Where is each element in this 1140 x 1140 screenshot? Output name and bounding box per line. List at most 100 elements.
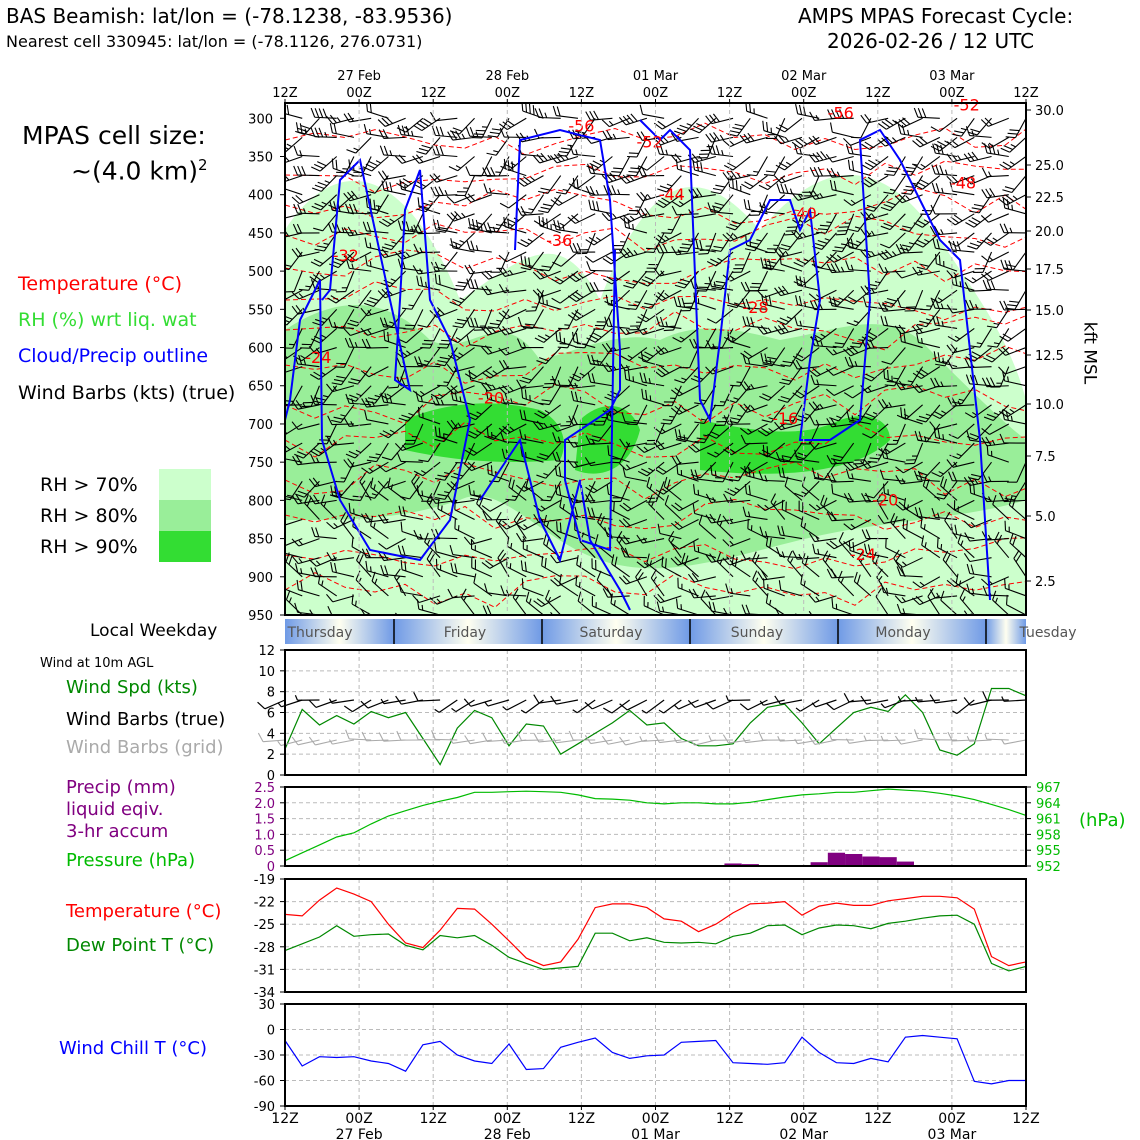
wind-barb bbox=[431, 145, 458, 158]
barb-full bbox=[295, 494, 303, 504]
wind-barb bbox=[295, 117, 320, 136]
wind-barb bbox=[345, 258, 372, 272]
wind-barb bbox=[484, 583, 510, 597]
barb-half bbox=[391, 241, 397, 245]
wind-barb bbox=[404, 423, 424, 445]
barb-half bbox=[562, 225, 565, 231]
barb-full bbox=[553, 153, 562, 163]
barb-staff bbox=[592, 251, 613, 263]
barb-full bbox=[544, 382, 555, 385]
barb-full bbox=[817, 166, 823, 177]
barb-half bbox=[562, 503, 565, 510]
barb-staff bbox=[956, 232, 975, 247]
barb-full bbox=[540, 206, 551, 210]
barb-full bbox=[367, 397, 378, 401]
barb-half bbox=[564, 324, 570, 326]
wind-barb bbox=[285, 366, 303, 375]
barb-full bbox=[380, 564, 385, 575]
barb-full bbox=[536, 456, 547, 461]
wind-barb bbox=[551, 451, 578, 463]
barb-full bbox=[571, 273, 580, 281]
wind-barb bbox=[637, 156, 665, 171]
wind-barb bbox=[454, 518, 475, 540]
barb-full bbox=[362, 221, 368, 232]
wind-barb bbox=[536, 461, 562, 479]
barb-staff bbox=[969, 135, 992, 138]
barb-full bbox=[572, 373, 582, 379]
barb-full bbox=[847, 159, 851, 170]
wind-barb bbox=[516, 338, 544, 349]
barb-half bbox=[401, 444, 407, 450]
barb-staff bbox=[374, 175, 389, 194]
wind-barb bbox=[362, 156, 389, 172]
barb-half bbox=[563, 337, 566, 344]
barb-full bbox=[446, 195, 455, 204]
barb-staff bbox=[285, 187, 303, 196]
barb-half bbox=[557, 380, 561, 386]
barb-full bbox=[334, 562, 337, 573]
barb-full bbox=[532, 155, 541, 164]
barb-staff bbox=[538, 136, 561, 139]
barb-half bbox=[273, 111, 276, 116]
barb-full bbox=[455, 130, 462, 140]
barb-full bbox=[382, 218, 392, 225]
barb-full bbox=[502, 385, 510, 393]
barb-full bbox=[258, 558, 265, 568]
station-title: BAS Beamish: lat/lon = (-78.1238, -83.95… bbox=[6, 4, 453, 28]
barb-full bbox=[401, 125, 406, 136]
wind-barb bbox=[371, 571, 389, 597]
barb-half bbox=[481, 126, 488, 128]
barb-half bbox=[891, 137, 897, 142]
barb-full bbox=[503, 158, 506, 169]
wind-barb bbox=[533, 513, 561, 524]
barb-full bbox=[523, 410, 527, 421]
barb-full bbox=[762, 120, 765, 131]
barb-full bbox=[313, 258, 324, 265]
barb-half bbox=[315, 560, 321, 566]
barb-full bbox=[400, 521, 403, 532]
wind-barb bbox=[449, 544, 475, 559]
barb-full bbox=[560, 147, 571, 150]
barb-full bbox=[345, 258, 350, 269]
barb-full bbox=[412, 265, 419, 275]
barb-full bbox=[293, 145, 299, 156]
barb-full bbox=[567, 216, 576, 224]
barb-staff bbox=[332, 117, 355, 125]
barb-full bbox=[454, 391, 458, 402]
barb-half bbox=[390, 484, 394, 490]
barb-full bbox=[536, 598, 546, 606]
barb-staff bbox=[405, 328, 424, 344]
wind-barb bbox=[468, 369, 492, 387]
barb-full bbox=[775, 126, 785, 133]
barb-full bbox=[523, 176, 532, 183]
barb-full bbox=[550, 611, 557, 615]
barb-full bbox=[378, 542, 387, 550]
barb-full bbox=[297, 165, 302, 176]
barb-full bbox=[420, 276, 424, 287]
barb-full bbox=[401, 414, 411, 419]
wind-barb bbox=[313, 213, 338, 232]
barb-half bbox=[406, 350, 411, 355]
wind-barb bbox=[378, 513, 406, 524]
wind-barb bbox=[476, 494, 493, 520]
barb-half bbox=[377, 205, 380, 211]
wind-barb bbox=[447, 130, 475, 141]
barb-full bbox=[348, 159, 351, 170]
barb-half bbox=[339, 491, 341, 498]
barb-staff bbox=[285, 404, 286, 425]
barb-half bbox=[617, 189, 621, 195]
barb-half bbox=[371, 493, 378, 496]
wind-barb bbox=[346, 137, 372, 154]
wind-barb bbox=[519, 429, 544, 444]
barb-full bbox=[457, 191, 467, 193]
barb-full bbox=[277, 543, 283, 553]
barb-full bbox=[262, 285, 268, 295]
barb-staff bbox=[590, 269, 613, 272]
barb-full bbox=[314, 163, 324, 169]
barb-full bbox=[802, 105, 807, 116]
barb-half bbox=[333, 439, 337, 446]
barb-staff bbox=[784, 117, 803, 133]
barb-full bbox=[946, 218, 956, 226]
barb-full bbox=[439, 126, 444, 137]
barb-full bbox=[939, 165, 944, 175]
